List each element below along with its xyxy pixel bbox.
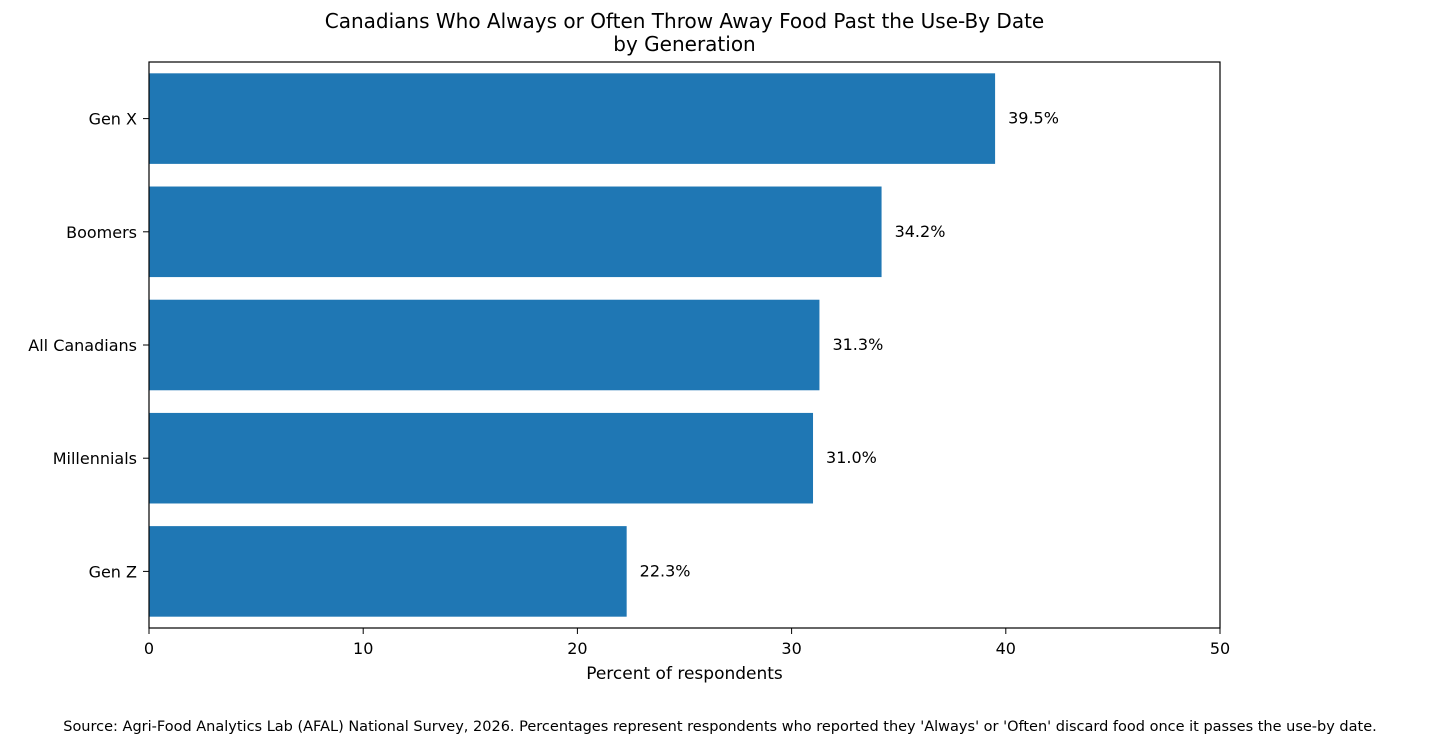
y-axis-ticks: Gen X Boomers All Canadians Millennials Gen …: [28, 110, 149, 581]
data-label-millennials: 31.0%: [826, 448, 877, 467]
bar-millennials: [149, 412, 814, 504]
x-tick-label: 0: [144, 639, 154, 658]
plot-area-frame: [148, 61, 1221, 629]
y-tick-label: Millennials: [53, 449, 137, 468]
data-label-boomers: 34.2%: [895, 222, 946, 241]
x-tick-label: 10: [353, 639, 373, 658]
source-note: Source: Agri-Food Analytics Lab (AFAL) N…: [63, 719, 1377, 735]
x-tick-label: 50: [1210, 639, 1230, 658]
x-tick-label: 30: [781, 639, 801, 658]
chart-title: Canadians Who Always or Often Throw Away…: [325, 9, 1044, 56]
data-label-all-canadians: 31.3%: [832, 335, 883, 354]
data-label-gen-z: 22.3%: [640, 561, 691, 580]
x-axis-label: Percent of respondents: [586, 664, 783, 684]
y-tick-label: Boomers: [66, 223, 137, 242]
x-tick-label: 20: [567, 639, 587, 658]
bars: [149, 73, 996, 617]
x-tick-label: 40: [996, 639, 1016, 658]
bar-gen-x: [149, 73, 996, 164]
bar-gen-z: [149, 526, 627, 617]
y-tick-label: Gen Z: [89, 562, 137, 581]
bar-all-canadians: [149, 299, 820, 391]
data-labels: 39.5% 34.2% 31.3% 31.0% 22.3%: [640, 109, 1059, 581]
y-tick-label: Gen X: [89, 110, 137, 129]
chart-title-line-1: Canadians Who Always or Often Throw Away…: [325, 9, 1044, 33]
chart-title-line-2: by Generation: [613, 32, 755, 56]
y-tick-label: All Canadians: [28, 336, 137, 355]
x-axis-ticks: 0 10 20 30 40 50: [144, 628, 1230, 658]
bar-boomers: [149, 186, 882, 278]
data-label-gen-x: 39.5%: [1008, 109, 1059, 128]
